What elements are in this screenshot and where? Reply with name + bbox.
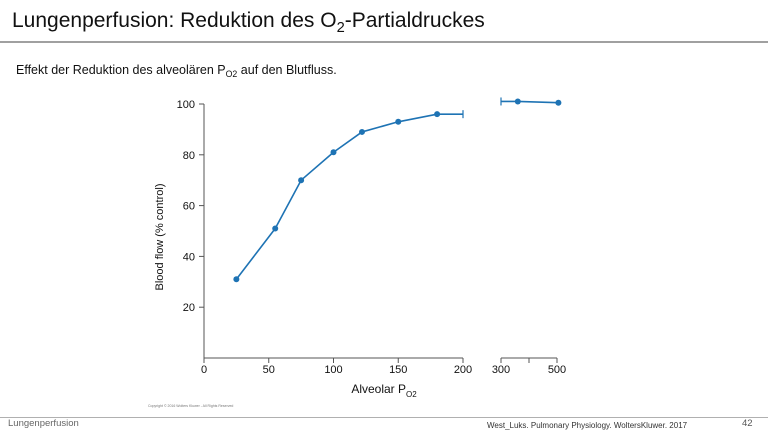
chart-ticks: 20 40 60 80 100 0 50 100 150 200 300 500 — [177, 99, 567, 376]
footer-section-label: Lungenperfusion — [8, 418, 79, 429]
x-tick-label: 0 — [201, 364, 207, 376]
data-point — [358, 128, 365, 135]
y-tick-label: 20 — [183, 302, 195, 314]
data-point — [555, 99, 562, 106]
x-tick-label: 500 — [548, 364, 566, 376]
x-tick-label: 50 — [263, 364, 275, 376]
series-line-left — [235, 113, 463, 280]
data-point — [514, 98, 521, 105]
x-tick-label: 300 — [492, 364, 510, 376]
x-axis-label: Alveolar PO2 — [351, 382, 417, 399]
chart-axes — [203, 104, 557, 359]
x-tick-label: 150 — [389, 364, 407, 376]
data-point — [434, 111, 441, 118]
x-tick-label: 200 — [454, 364, 472, 376]
footer-divider — [0, 417, 768, 418]
title-divider — [0, 41, 768, 43]
y-tick-label: 60 — [183, 201, 195, 213]
series-line-right — [501, 100, 559, 104]
page-title: Lungenperfusion: Reduktion des O2-Partia… — [12, 9, 485, 37]
y-tick-label: 40 — [183, 251, 195, 263]
copyright-note: Copyright © 2016 Wolters Kluwer - All Ri… — [148, 404, 234, 408]
y-tick-label: 100 — [177, 99, 195, 111]
y-axis-label: Blood flow (% control) — [154, 184, 166, 291]
data-point — [272, 225, 279, 232]
data-point — [233, 276, 240, 283]
chart-series — [233, 97, 562, 283]
footer-citation: West_Luks. Pulmonary Physiology. Wolters… — [487, 421, 688, 430]
page-number: 42 — [742, 418, 753, 429]
y-tick-label: 80 — [183, 150, 195, 162]
data-point — [395, 118, 402, 125]
data-point — [330, 149, 337, 156]
data-point — [298, 177, 305, 184]
slide-subtitle: Effekt der Reduktion des alveolären PO2 … — [16, 63, 337, 80]
x-tick-label: 100 — [324, 364, 342, 376]
